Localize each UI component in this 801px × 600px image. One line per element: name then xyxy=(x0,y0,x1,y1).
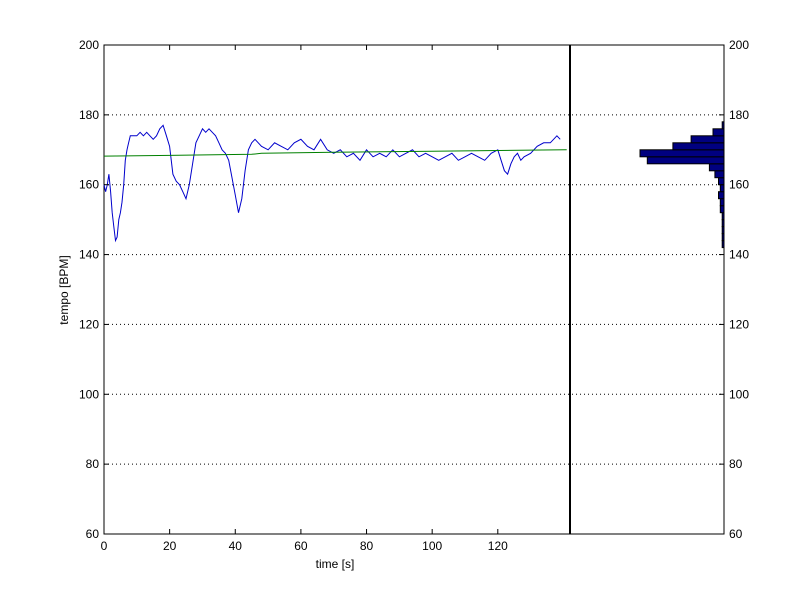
x-tick-label: 80 xyxy=(360,539,374,553)
histogram-bar xyxy=(690,135,725,144)
histogram-bar xyxy=(646,156,725,165)
histogram-bar xyxy=(721,219,725,228)
y-tick-label: 200 xyxy=(79,38,99,52)
ticks: 60 60 80 80 100 100 120 120 140 140 160 160 180 180 20… xyxy=(79,38,749,553)
histogram-bar xyxy=(718,177,725,186)
y-tick-label-right: 160 xyxy=(729,178,749,192)
y-tick-label: 160 xyxy=(79,178,99,192)
y-tick-label: 140 xyxy=(79,248,99,262)
x-axis-label: time [s] xyxy=(316,557,355,571)
histogram-bar xyxy=(721,233,725,242)
histogram-bar xyxy=(718,191,725,200)
histogram-bar xyxy=(719,198,725,207)
histogram-bar xyxy=(719,205,725,214)
x-tick-label: 20 xyxy=(163,539,177,553)
y-tick-label: 60 xyxy=(86,527,100,541)
histogram-bar xyxy=(721,240,725,249)
histogram-bar xyxy=(712,128,725,137)
y-axis-label: tempo [BPM] xyxy=(57,255,71,324)
y-tick-label-right: 60 xyxy=(729,527,743,541)
x-tick-label: 100 xyxy=(422,539,442,553)
histogram-bar xyxy=(714,170,725,179)
histogram-bar xyxy=(672,142,725,151)
x-tick-label: 60 xyxy=(294,539,308,553)
trend-line xyxy=(103,149,567,157)
histogram-bar xyxy=(721,212,725,221)
tempo-line xyxy=(103,124,561,243)
histogram xyxy=(639,121,725,249)
y-tick-label: 120 xyxy=(79,317,99,331)
y-tick-label: 180 xyxy=(79,108,99,122)
histogram-bar xyxy=(719,184,725,193)
plot-area xyxy=(103,44,725,535)
y-tick-label-right: 120 xyxy=(729,317,749,331)
y-tick-label-right: 140 xyxy=(729,248,749,262)
y-tick-label: 100 xyxy=(79,387,99,401)
series-group xyxy=(103,124,567,243)
histogram-bar xyxy=(708,163,725,172)
grid xyxy=(104,114,724,465)
y-tick-label-right: 100 xyxy=(729,387,749,401)
x-tick-label: 40 xyxy=(229,539,243,553)
histogram-bar xyxy=(639,149,725,158)
y-tick-label: 80 xyxy=(86,457,100,471)
histogram-bar xyxy=(721,121,725,130)
x-tick-label: 120 xyxy=(488,539,508,553)
y-tick-label-right: 200 xyxy=(729,38,749,52)
x-tick-label: 0 xyxy=(101,539,108,553)
y-tick-label-right: 180 xyxy=(729,108,749,122)
y-tick-label-right: 80 xyxy=(729,457,743,471)
histogram-bar xyxy=(721,226,725,235)
